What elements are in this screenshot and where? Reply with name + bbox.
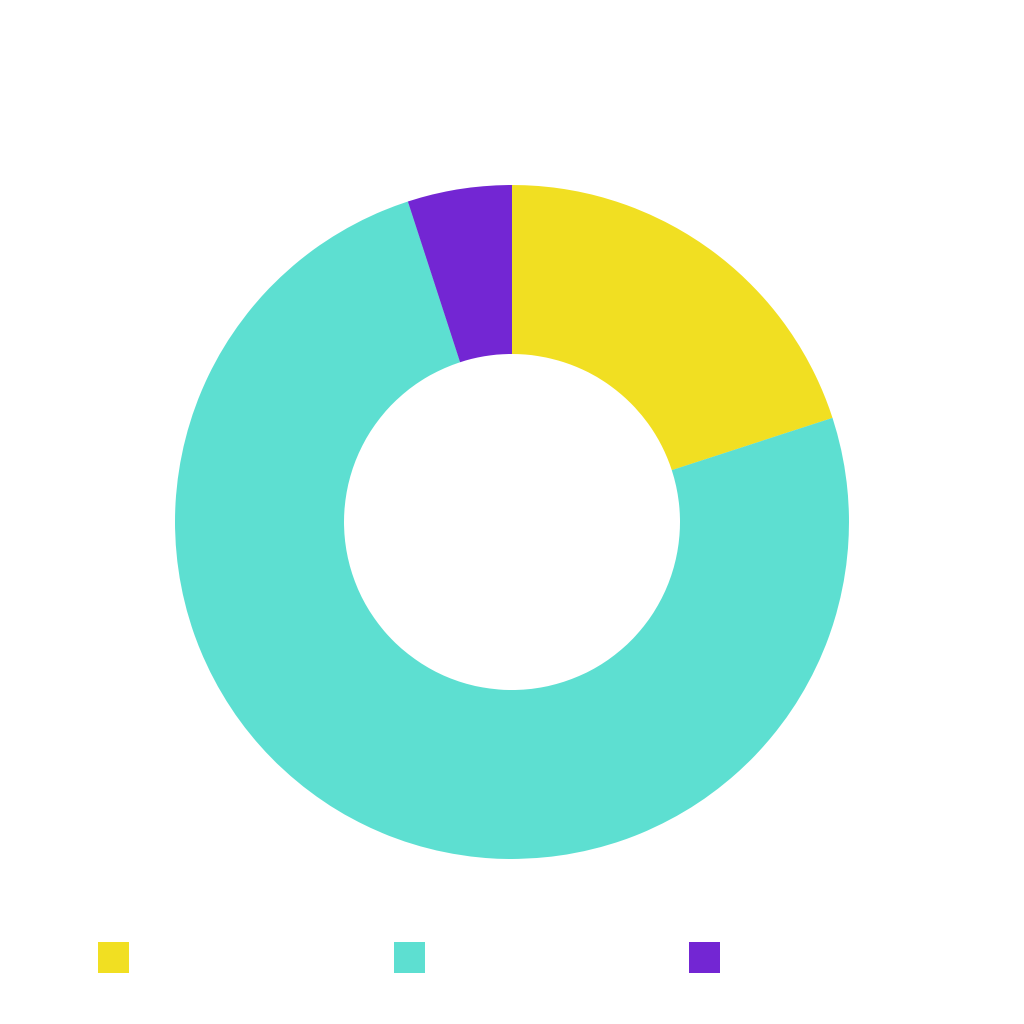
donut-slice-3 xyxy=(407,185,512,363)
legend-swatch-1 xyxy=(98,942,129,973)
donut-slice-1 xyxy=(512,185,833,471)
donut-slice-2 xyxy=(174,201,849,859)
legend-swatch-3 xyxy=(689,942,720,973)
donut-slices xyxy=(174,185,849,859)
legend xyxy=(98,942,720,973)
legend-swatch-2 xyxy=(394,942,425,973)
